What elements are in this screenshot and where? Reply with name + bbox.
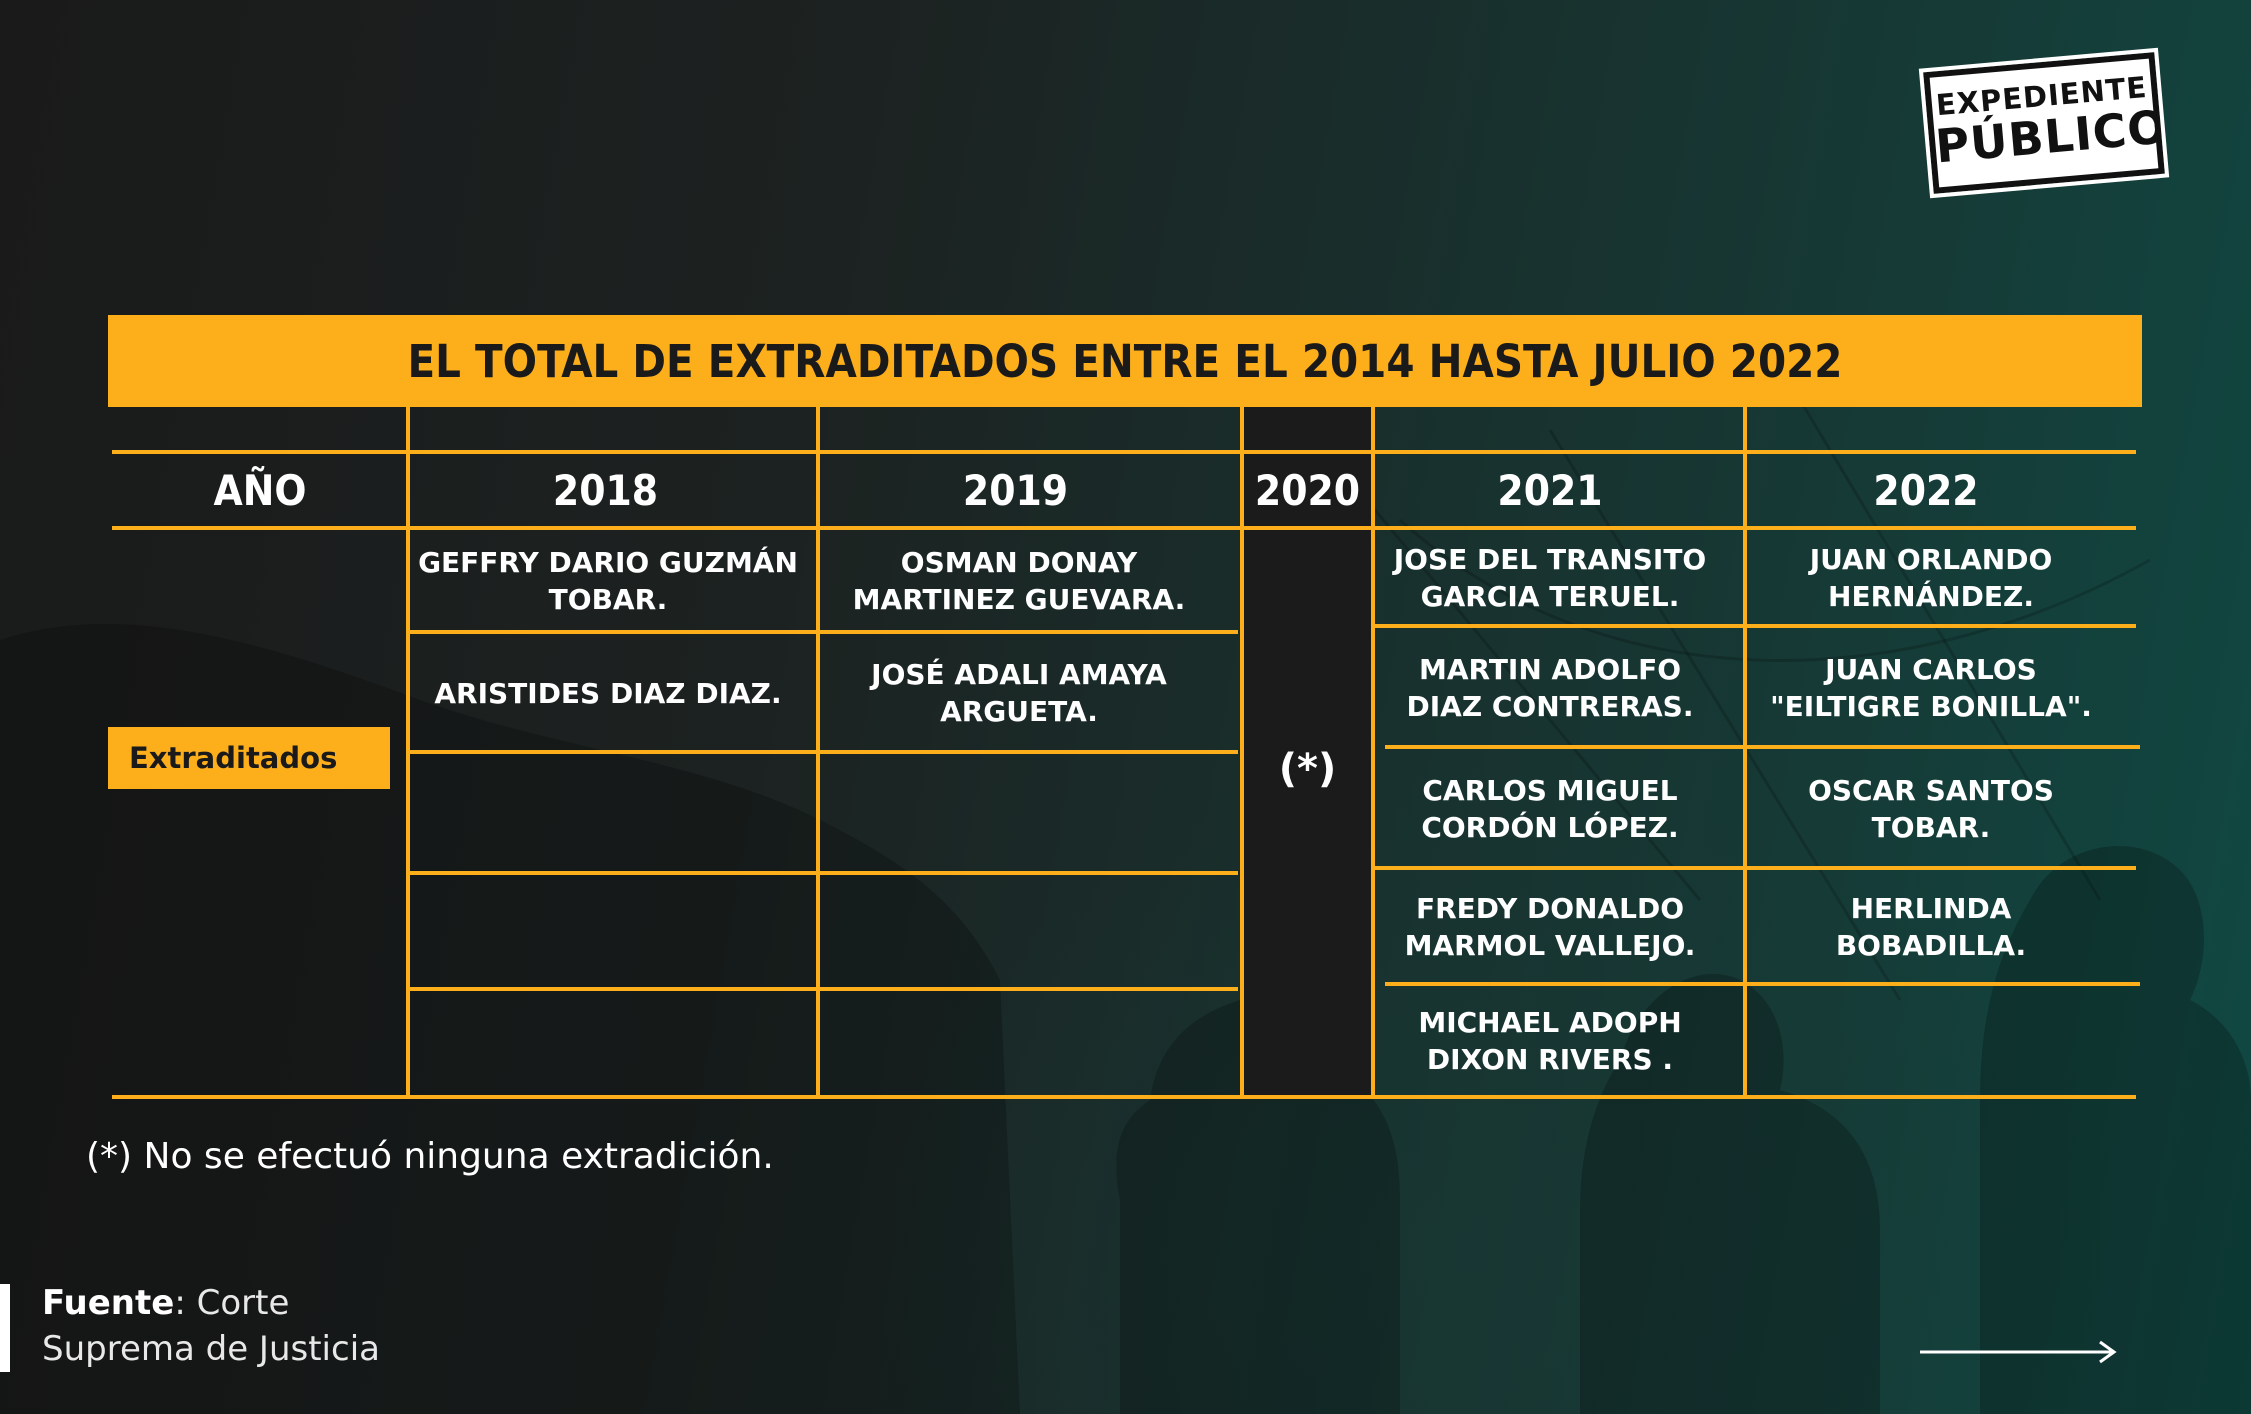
header-2018: 2018 xyxy=(552,465,659,515)
cell-2021-2-text: MARTIN ADOLFO DIAZ CONTRERAS. xyxy=(1406,652,1694,723)
cell-2020-text: (*) xyxy=(1278,745,1337,792)
cell-2021-5: MICHAEL ADOPH DIXON RIVERS . xyxy=(1373,986,1727,1095)
cell-2021-1-text: JOSE DEL TRANSITO GARCIA TERUEL. xyxy=(1393,543,1707,613)
header-year: AÑO xyxy=(213,465,307,515)
cell-2022-4: HERLINDA BOBADILLA. xyxy=(1745,870,2117,984)
cell-2021-4-text: FREDY DONALDO MARMOL VALLEJO. xyxy=(1404,892,1696,962)
row-label-extraditados: Extraditados xyxy=(108,727,390,789)
cell-2022-3: OSCAR SANTOS TOBAR. xyxy=(1745,749,2117,868)
cell-2022-2-text: JUAN CARLOS "EILTIGRE BONILLA". xyxy=(1770,652,2092,723)
footnote: (*) No se efectuó ninguna extradición. xyxy=(86,1136,774,1177)
source-text-line-1: : Corte xyxy=(174,1283,290,1323)
cell-2022-1-text: JUAN ORLANDO HERNÁNDEZ. xyxy=(1809,543,2053,613)
header-2020: 2020 xyxy=(1254,465,1361,515)
cell-2021-3: CARLOS MIGUEL CORDÓN LÓPEZ. xyxy=(1373,749,1727,868)
cell-2021-3-text: CARLOS MIGUEL CORDÓN LÓPEZ. xyxy=(1421,773,1679,844)
expediente-publico-logo: EXPEDIENTE PÚBLICO xyxy=(1918,47,2170,199)
source-text-line-2: Suprema de Justicia xyxy=(42,1329,380,1369)
cell-2022-2: JUAN CARLOS "EILTIGRE BONILLA". xyxy=(1745,628,2117,747)
cell-2019-2-text: JOSÉ ADALI AMAYA ARGUETA. xyxy=(871,658,1167,728)
cell-2018-1-text: GEFFRY DARIO GUZMÁN TOBAR. xyxy=(418,546,798,616)
cell-2019-1-text: OSMAN DONAY MARTINEZ GUEVARA. xyxy=(852,546,1186,616)
arrow-right-icon[interactable] xyxy=(1920,1334,2120,1370)
cell-2018-2: ARISTIDES DIAZ DIAZ. xyxy=(408,634,808,752)
cell-2018-1: GEFFRY DARIO GUZMÁN TOBAR. xyxy=(408,530,808,632)
cell-2022-4-text: HERLINDA BOBADILLA. xyxy=(1835,892,2027,962)
source-credit: Fuente: Corte Suprema de Justicia xyxy=(42,1280,380,1372)
header-2019: 2019 xyxy=(962,465,1069,515)
cell-2021-5-text: MICHAEL ADOPH DIXON RIVERS . xyxy=(1418,1005,1682,1076)
cell-2019-1: OSMAN DONAY MARTINEZ GUEVARA. xyxy=(818,530,1220,632)
header-2022: 2022 xyxy=(1873,465,1979,515)
cell-2019-2: JOSÉ ADALI AMAYA ARGUETA. xyxy=(818,634,1220,752)
title-bar: EL TOTAL DE EXTRADITADOS ENTRE EL 2014 H… xyxy=(108,315,2142,407)
page-title: EL TOTAL DE EXTRADITADOS ENTRE EL 2014 H… xyxy=(407,334,1843,388)
cell-2021-4: FREDY DONALDO MARMOL VALLEJO. xyxy=(1373,870,1727,984)
cell-2018-2-text: ARISTIDES DIAZ DIAZ. xyxy=(434,676,782,710)
cell-2022-1: JUAN ORLANDO HERNÁNDEZ. xyxy=(1745,530,2117,626)
cell-2020: (*) xyxy=(1242,700,1373,838)
header-2021: 2021 xyxy=(1497,465,1603,515)
cell-2021-2: MARTIN ADOLFO DIAZ CONTRERAS. xyxy=(1373,628,1727,747)
cell-2022-3-text: OSCAR SANTOS TOBAR. xyxy=(1808,773,2054,844)
column-2020-background xyxy=(1242,407,1372,1097)
source-accent-bar xyxy=(0,1284,10,1372)
source-label: Fuente xyxy=(42,1283,175,1323)
cell-2021-1: JOSE DEL TRANSITO GARCIA TERUEL. xyxy=(1373,530,1727,626)
